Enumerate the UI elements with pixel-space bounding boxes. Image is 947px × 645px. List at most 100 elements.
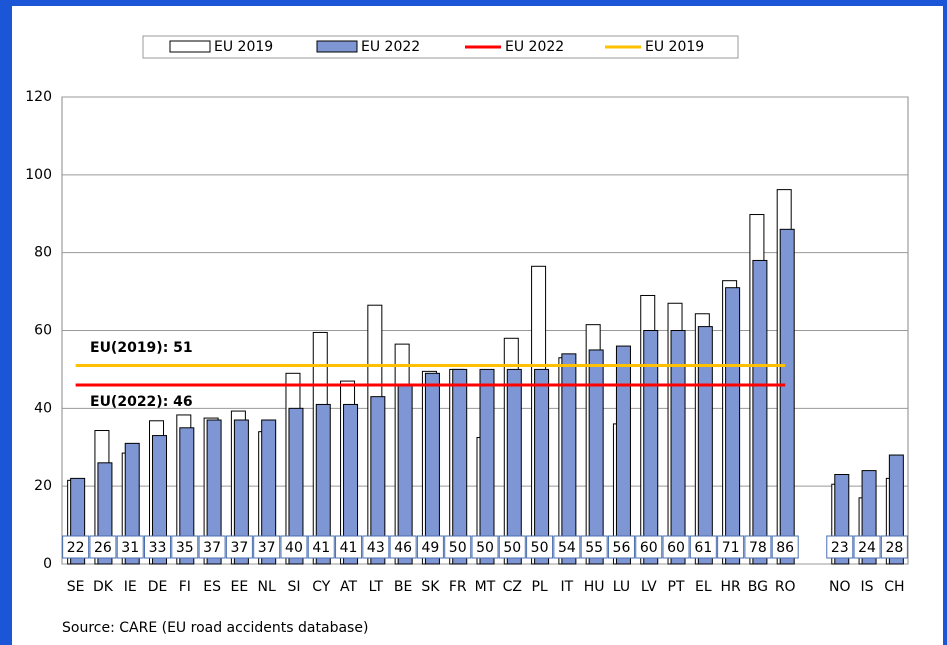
value-label: 71 <box>722 540 740 556</box>
bar <box>343 403 359 565</box>
x-tick-label: CY <box>312 579 331 595</box>
value-label: 41 <box>312 540 330 556</box>
value-label: 43 <box>367 540 385 556</box>
x-tick-label: CZ <box>503 579 522 595</box>
value-label: 50 <box>503 540 521 556</box>
bar <box>370 396 386 565</box>
value-label-box <box>89 535 117 559</box>
bar <box>561 353 577 565</box>
x-tick-label: SE <box>67 579 85 595</box>
bar <box>643 330 659 565</box>
bar <box>288 407 304 565</box>
x-tick-label: SI <box>287 579 300 595</box>
x-tick-label: IT <box>561 579 574 595</box>
value-label: 24 <box>858 540 876 556</box>
value-label: 50 <box>531 540 549 556</box>
annotation: EU(2019): 51 <box>90 340 193 356</box>
value-label-box <box>389 535 417 559</box>
value-label: 23 <box>831 540 849 556</box>
value-label: 31 <box>121 540 139 556</box>
bar <box>152 435 168 565</box>
value-label: 86 <box>776 540 794 556</box>
x-tick-label: CH <box>884 579 904 595</box>
x-tick-label: IE <box>124 579 137 595</box>
value-label-box <box>62 535 90 559</box>
value-label: 28 <box>885 540 903 556</box>
bar <box>534 368 550 565</box>
value-label-box <box>416 535 444 559</box>
value-label-box <box>144 535 172 559</box>
value-label: 61 <box>694 540 712 556</box>
x-tick-label: RO <box>775 579 796 595</box>
x-tick-label: DE <box>148 579 168 595</box>
y-tick-label: 100 <box>25 167 52 183</box>
x-tick-label: NL <box>258 579 276 595</box>
bar <box>124 442 140 565</box>
legend-label: EU 2022 <box>361 39 420 55</box>
value-label-box <box>635 535 663 559</box>
value-label: 55 <box>585 540 603 556</box>
value-label: 35 <box>176 540 194 556</box>
bar <box>424 372 440 565</box>
x-tick-label: IS <box>861 579 874 595</box>
value-label: 78 <box>749 540 767 556</box>
x-tick-label: HR <box>720 579 741 595</box>
value-label-box <box>307 535 335 559</box>
value-label-box <box>253 535 281 559</box>
y-tick-label: 120 <box>25 89 52 105</box>
bar <box>261 419 277 565</box>
value-label: 60 <box>667 540 685 556</box>
legend-label: EU 2019 <box>645 39 704 55</box>
x-tick-label: HU <box>584 579 605 595</box>
value-label: 50 <box>476 540 494 556</box>
value-label-box <box>335 535 363 559</box>
legend <box>142 35 739 59</box>
y-tick-label: 0 <box>43 556 52 572</box>
bar <box>206 419 222 565</box>
value-label-box <box>771 535 799 559</box>
x-tick-label: PL <box>531 579 547 595</box>
value-label: 60 <box>640 540 658 556</box>
bar <box>752 259 768 565</box>
bar <box>479 368 495 565</box>
value-label: 37 <box>203 540 221 556</box>
x-tick-label: LU <box>613 579 630 595</box>
value-label: 22 <box>67 540 85 556</box>
bar <box>506 368 522 565</box>
value-label-box <box>171 535 199 559</box>
bar <box>179 427 195 565</box>
bar <box>615 345 631 565</box>
x-tick-label: LV <box>641 579 657 595</box>
value-label-box <box>662 535 690 559</box>
legend-label: EU 2022 <box>505 39 564 55</box>
x-tick-label: AT <box>340 579 357 595</box>
value-label-box <box>526 535 554 559</box>
value-label-box <box>826 535 854 559</box>
y-tick-label: 20 <box>34 478 52 494</box>
bar <box>588 349 604 565</box>
y-tick-label: 60 <box>34 323 52 339</box>
y-tick-label: 40 <box>34 400 52 416</box>
x-tick-label: LT <box>369 579 384 595</box>
bar <box>670 330 686 565</box>
x-tick-label: PT <box>668 579 685 595</box>
x-tick-label: DK <box>93 579 114 595</box>
value-label-box <box>853 535 881 559</box>
x-tick-label: NO <box>829 579 851 595</box>
x-tick-label: FI <box>179 579 191 595</box>
x-tick-label: FR <box>449 579 467 595</box>
y-tick-label: 80 <box>34 245 52 261</box>
legend-swatch <box>316 40 358 53</box>
value-label-box <box>280 535 308 559</box>
value-label: 37 <box>230 540 248 556</box>
value-label: 37 <box>258 540 276 556</box>
legend-label: EU 2019 <box>214 39 273 55</box>
legend-swatch <box>169 40 211 53</box>
x-tick-label: MT <box>475 579 496 595</box>
value-label-box <box>553 535 581 559</box>
bar <box>779 228 795 565</box>
value-label-box <box>744 535 772 559</box>
x-tick-label: SK <box>421 579 440 595</box>
value-label-box <box>607 535 635 559</box>
